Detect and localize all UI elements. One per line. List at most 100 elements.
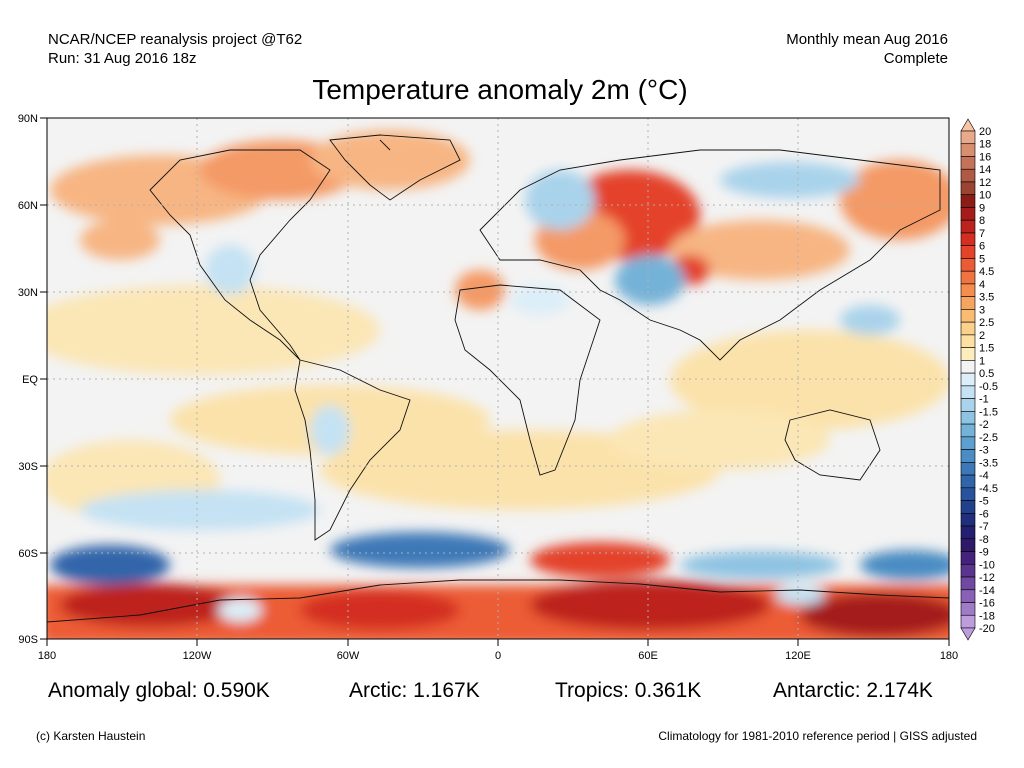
status-line: Complete: [883, 50, 948, 67]
lat-label: EQ: [22, 374, 38, 386]
colorbar-label: -20: [979, 623, 995, 635]
lon-label: 180: [38, 650, 56, 662]
source-line: NCAR/NCEP reanalysis project @T62: [48, 31, 303, 48]
lat-label: 90N: [18, 113, 38, 125]
colorbar-label: 14: [979, 164, 991, 176]
colorbar-label: 18: [979, 139, 991, 151]
greenland-outline: [329, 134, 461, 201]
colorbar-label: 5: [979, 253, 985, 265]
colorbar-label: 0.5: [979, 368, 994, 380]
colorbar-label: 2: [979, 330, 985, 342]
colorbar-swatch: [960, 334, 976, 348]
colorbar-label: -2.5: [979, 432, 998, 444]
colorbar-swatch: [960, 181, 976, 196]
colorbar-swatch: [960, 423, 976, 438]
colorbar-swatch: [960, 563, 976, 578]
stat-arctic: Arctic: 1.167K: [349, 679, 480, 702]
lat-label: 30S: [18, 461, 38, 473]
run-line: Run: 31 Aug 2016 18z: [48, 50, 197, 67]
colorbar-label: 7: [979, 228, 985, 240]
colorbar-swatch: [960, 296, 976, 310]
colorbar-label: -7: [979, 521, 989, 533]
colorbar-label: 3: [979, 304, 985, 316]
axis-ticks: [40, 117, 950, 646]
north-america-outline: [149, 149, 331, 361]
colorbar-top-arrow: [960, 118, 976, 132]
colorbar-swatch: [960, 372, 976, 387]
anomaly-field: [47, 118, 949, 639]
colorbar-label: -6: [979, 508, 989, 520]
climatology-note: Climatology for 1981-2010 reference peri…: [658, 729, 977, 743]
colorbar-label: -3: [979, 445, 989, 457]
colorbar-swatch: [960, 614, 976, 629]
colorbar-label: 1.5: [979, 343, 994, 355]
colorbar-swatch: [960, 525, 976, 540]
colorbar-swatch: [960, 589, 976, 603]
colorbar-swatch: [960, 360, 976, 374]
south-america-outline: [294, 359, 411, 541]
colorbar-label: 4.5: [979, 266, 994, 278]
graticule: [47, 118, 949, 639]
colorbar-label: 6: [979, 241, 985, 253]
colorbar-label: 20: [979, 126, 991, 138]
colorbar-swatch: [960, 474, 976, 489]
colorbar-label: -14: [979, 585, 995, 597]
colorbar-swatch: [960, 130, 976, 145]
lon-label: 120W: [183, 650, 212, 662]
colorbar-swatch: [960, 207, 976, 221]
stat-antarctic: Antarctic: 2.174K: [773, 679, 933, 702]
lon-label: 0: [495, 650, 501, 662]
colorbar-swatch: [960, 576, 976, 591]
africa-outline: [454, 284, 601, 476]
colorbar-swatch: [960, 143, 976, 157]
colorbar-swatch: [960, 487, 976, 501]
colorbar-swatch: [960, 385, 976, 399]
colorbar-swatch: [960, 219, 976, 234]
lon-label: 180: [940, 650, 958, 662]
colorbar-label: 10: [979, 190, 991, 202]
colorbar-swatch: [960, 309, 976, 323]
colorbar-swatch: [960, 283, 976, 297]
greenland-coast-outline: [379, 139, 391, 151]
colorbar-swatch: [960, 168, 976, 183]
colorbar-swatch: [960, 449, 976, 463]
colorbar-label: 9: [979, 202, 985, 214]
colorbar-swatch: [960, 551, 976, 565]
lat-label: 60S: [18, 548, 38, 560]
antarctica-outline: [47, 579, 949, 623]
australia-outline: [784, 409, 881, 481]
colorbar-label: -4: [979, 470, 989, 482]
colorbar-swatch: [960, 347, 976, 361]
colorbar-label: 1: [979, 355, 985, 367]
colorbar-swatch: [960, 258, 976, 272]
colorbar-label: 12: [979, 177, 991, 189]
colorbar-swatch: [960, 245, 976, 259]
colorbar-label: -9: [979, 547, 989, 559]
colorbar-label: -0.5: [979, 381, 998, 393]
lon-label: 120E: [785, 650, 811, 662]
colorbar-label: 3.5: [979, 292, 994, 304]
colorbar-label: -8: [979, 534, 989, 546]
stat-global: Anomaly global: 0.590K: [48, 679, 270, 702]
colorbar-label: 16: [979, 151, 991, 163]
lat-label: 30N: [18, 287, 38, 299]
lon-label: 60E: [638, 650, 658, 662]
colorbar-label: 8: [979, 215, 985, 227]
colorbar-label: 4: [979, 279, 985, 291]
stat-tropics: Tropics: 0.361K: [555, 679, 702, 702]
colorbar-swatch: [960, 462, 976, 476]
credit-text: (c) Karsten Haustein: [36, 729, 146, 743]
colorbar-swatch: [960, 602, 976, 616]
latitude-labels: 90N 60N 30N EQ 30S 60S 90S: [18, 113, 39, 646]
colorbar-swatch: [960, 538, 976, 552]
colorbar-label: 2.5: [979, 317, 994, 329]
colorbar-label: -1: [979, 394, 989, 406]
colorbar-swatch: [960, 194, 976, 208]
lat-label: 60N: [18, 200, 38, 212]
period-line: Monthly mean Aug 2016: [786, 31, 948, 48]
colorbar-swatch: [960, 500, 976, 514]
colorbar-label: -18: [979, 610, 995, 622]
colorbar-label: -10: [979, 559, 995, 571]
colorbar-bottom-arrow: [960, 627, 976, 641]
